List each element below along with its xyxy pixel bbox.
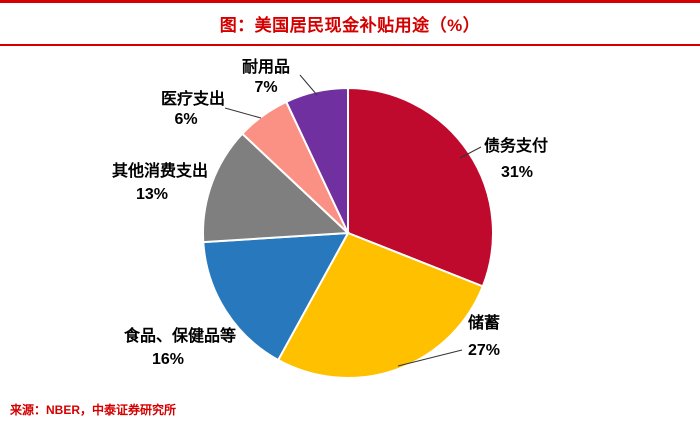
label-other: 其他消费支出 <box>112 161 208 180</box>
label-food: 食品、保健品等 <box>123 326 236 345</box>
figure-header: 图：美国居民现金补贴用途（%） <box>0 0 700 46</box>
pie-slice-3 <box>202 132 351 244</box>
pie-chart: 债务支付 31% 储蓄 27% 食品、保健品等 16% 其他消费支出 13% 医… <box>112 57 548 379</box>
value-food: 16% <box>152 351 184 368</box>
value-other: 13% <box>136 186 168 203</box>
figure-title: 图：美国居民现金补贴用途（%） <box>219 16 481 35</box>
label-debt: 债务支付 <box>484 136 548 155</box>
pie-slice-5 <box>284 86 349 234</box>
leader-line-medical <box>224 107 262 119</box>
pie-chart-area: 债务支付 31% 储蓄 27% 食品、保健品等 16% 其他消费支出 13% 医… <box>0 48 700 398</box>
pie-slice-1 <box>276 231 485 379</box>
source-note: 来源：NBER，中泰证券研究所 <box>10 403 177 417</box>
label-savings: 储蓄 <box>467 313 500 332</box>
value-medical: 6% <box>174 111 197 128</box>
pie-slice-2 <box>202 231 350 362</box>
value-savings: 27% <box>468 342 500 359</box>
value-debt: 31% <box>501 164 533 181</box>
value-durable: 7% <box>254 79 277 96</box>
leader-line-debt <box>459 146 482 159</box>
leader-line-durable <box>299 74 318 96</box>
leader-line-savings <box>397 349 463 367</box>
pie-slices <box>202 86 494 379</box>
label-medical: 医疗支出 <box>161 89 225 108</box>
label-durable: 耐用品 <box>242 57 290 76</box>
pie-slice-0 <box>347 86 494 288</box>
